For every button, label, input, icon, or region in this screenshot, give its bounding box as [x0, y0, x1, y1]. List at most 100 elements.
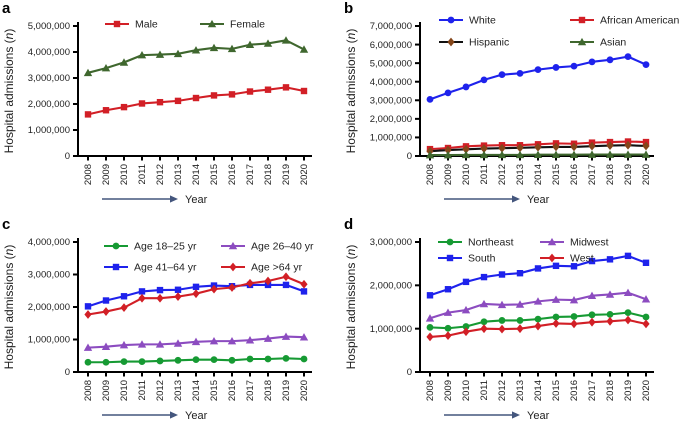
- x-tick-label: 2017: [245, 380, 256, 401]
- y-tick-label: 5,000,000: [28, 21, 70, 32]
- data-point-marker: [264, 276, 272, 286]
- data-point-marker: [498, 271, 506, 278]
- y-tick-label: 4,000,000: [28, 237, 70, 248]
- data-point-marker: [641, 295, 651, 303]
- data-point-marker: [119, 340, 129, 349]
- legend-item-Midwest: Midwest: [540, 237, 609, 249]
- data-point-marker: [516, 69, 524, 77]
- x-tick-label: 2011: [137, 380, 148, 400]
- x-tick-label: 2013: [173, 380, 184, 401]
- data-point-marker: [534, 321, 542, 331]
- x-tick-label: 2009: [443, 164, 454, 185]
- legend: White African American Hispanic Asian: [439, 15, 680, 49]
- legend-marker: [207, 19, 217, 28]
- x-tick-label: 2013: [515, 164, 526, 185]
- data-point-marker: [642, 319, 650, 329]
- y-axis-ticks: 0 1,000,000 2,000,000 3,000,000 4,000,000 5,0…: [28, 21, 78, 162]
- data-point-marker: [281, 36, 291, 44]
- y-tick-label: 4,000,000: [28, 47, 70, 58]
- series-Northeast: [426, 309, 650, 332]
- legend-item-Northeast: Northeast: [438, 237, 514, 249]
- data-point-marker: [156, 357, 164, 365]
- data-point-marker: [642, 259, 650, 266]
- x-tick-label: 2019: [623, 380, 634, 401]
- data-point-marker: [480, 273, 488, 281]
- data-point-marker: [425, 314, 435, 322]
- legend-marker: [548, 253, 556, 263]
- x-tick-label: 2008: [425, 380, 436, 401]
- series-line: [428, 254, 648, 297]
- data-point-marker: [570, 263, 578, 270]
- legend-label: Hispanic: [469, 37, 509, 49]
- x-tick-label: 2016: [227, 380, 238, 401]
- legend-label: South: [468, 253, 496, 265]
- data-point-marker: [174, 356, 182, 364]
- x-axis-label: Year: [185, 194, 208, 206]
- x-tick-label: 2011: [479, 164, 490, 184]
- data-point-marker: [623, 150, 633, 158]
- legend-item-Asian: Asian: [570, 37, 626, 49]
- data-point-marker: [444, 286, 452, 293]
- legend-item-West: West: [540, 253, 594, 265]
- y-tick-label: 2,000,000: [370, 281, 412, 292]
- data-point-marker: [606, 310, 614, 318]
- y-tick-label: 2,000,000: [370, 114, 412, 125]
- legend-item-Age 41–64 yr: Age 41–64 yr: [104, 262, 197, 274]
- legend-label: Age 41–64 yr: [134, 262, 197, 274]
- y-tick-label: 7,000,000: [370, 21, 412, 32]
- data-point-marker: [516, 317, 524, 324]
- data-point-marker: [101, 64, 111, 72]
- y-tick-label: 1,000,000: [370, 324, 412, 335]
- x-tick-label: 2008: [83, 380, 94, 401]
- x-tick-label: 2016: [569, 380, 580, 401]
- data-point-marker: [444, 331, 452, 340]
- x-tick-label: 2018: [605, 380, 616, 401]
- y-axis-label: Hospital admissions (n): [2, 245, 16, 370]
- data-point-marker: [281, 332, 291, 340]
- data-point-marker: [192, 289, 200, 299]
- data-point-marker: [102, 307, 110, 316]
- data-point-marker: [462, 323, 470, 330]
- data-point-marker: [516, 270, 524, 277]
- arrow-head-icon: [170, 411, 178, 419]
- data-point-marker: [570, 313, 578, 320]
- year-axis-arrow: Year: [444, 194, 550, 206]
- data-point-marker: [552, 313, 560, 321]
- data-point-marker: [299, 333, 309, 341]
- data-point-marker: [282, 354, 290, 362]
- data-point-marker: [497, 150, 507, 159]
- x-tick-label: 2014: [533, 380, 544, 401]
- series-line: [86, 39, 306, 74]
- data-point-marker: [444, 145, 452, 155]
- data-point-marker: [588, 311, 596, 319]
- data-point-marker: [83, 68, 93, 77]
- data-point-marker: [264, 86, 272, 93]
- axes: [77, 22, 312, 157]
- x-tick-label: 2014: [533, 164, 544, 185]
- arrow-head-icon: [170, 195, 178, 203]
- data-point-marker: [101, 342, 111, 350]
- data-point-marker: [606, 56, 614, 64]
- data-point-marker: [642, 141, 650, 151]
- chart-panel-b: 0 1,000,000 2,000,000 3,000,000 4,000,000 5,0…: [344, 15, 680, 206]
- data-point-marker: [588, 141, 596, 151]
- data-point-marker: [264, 355, 272, 363]
- legend-marker: [112, 263, 120, 271]
- x-tick-label: 2011: [479, 380, 490, 400]
- legend-marker: [113, 20, 121, 28]
- legend-item-Age 26–40 yr: Age 26–40 yr: [221, 241, 314, 253]
- chart-panel-d: 0 1,000,000 2,000,000 3,000,000 2008 2009 2010…: [344, 237, 654, 422]
- data-point-marker: [480, 318, 488, 326]
- arrow-head-icon: [512, 411, 520, 419]
- data-point-marker: [227, 44, 237, 53]
- axes: [77, 238, 312, 373]
- x-tick-label: 2020: [641, 164, 652, 185]
- series-West: [426, 315, 650, 342]
- x-tick-label: 2013: [515, 380, 526, 401]
- y-tick-label: 0: [407, 367, 412, 378]
- data-point-marker: [551, 295, 561, 303]
- data-point-marker: [192, 94, 200, 102]
- data-point-marker: [552, 142, 560, 152]
- data-point-marker: [120, 103, 128, 111]
